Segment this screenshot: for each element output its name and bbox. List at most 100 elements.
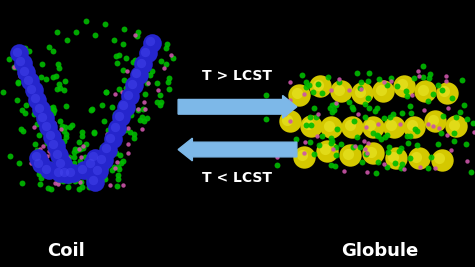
Point: [349, 145, 357, 149]
Point: [76, 166, 84, 171]
Point: [115, 53, 123, 58]
Point: [402, 89, 410, 93]
Point: [38, 61, 46, 66]
Point: [307, 123, 314, 127]
Point: [62, 135, 70, 139]
Point: [300, 154, 308, 159]
Point: [300, 151, 308, 155]
Point: [30, 125, 38, 129]
Point: [52, 133, 60, 138]
Point: [115, 87, 123, 92]
Point: [358, 160, 366, 164]
Point: [154, 88, 162, 92]
Point: [109, 137, 116, 141]
Point: [371, 109, 379, 113]
Point: [400, 167, 408, 171]
Text: T < LCST: T < LCST: [202, 171, 273, 184]
Point: [38, 102, 46, 106]
Point: [142, 71, 150, 76]
Point: [106, 130, 114, 134]
Point: [104, 128, 112, 132]
Point: [304, 122, 312, 126]
Point: [100, 172, 107, 177]
Point: [104, 147, 112, 152]
Point: [340, 169, 348, 173]
Point: [42, 124, 50, 128]
Point: [79, 144, 87, 148]
Point: [293, 137, 300, 141]
Point: [103, 132, 111, 136]
Point: [78, 167, 86, 171]
Point: [66, 170, 74, 174]
Point: [330, 108, 338, 112]
Point: [346, 123, 353, 128]
Point: [406, 134, 414, 138]
Point: [26, 76, 33, 80]
Point: [328, 125, 335, 129]
Point: [375, 76, 382, 81]
Point: [37, 107, 45, 111]
Point: [49, 142, 57, 147]
Point: [312, 114, 319, 119]
Point: [282, 107, 290, 111]
Point: [319, 91, 326, 95]
Point: [74, 148, 81, 152]
Point: [33, 97, 41, 102]
Point: [57, 161, 64, 165]
Point: [15, 51, 23, 56]
Point: [332, 145, 340, 149]
Point: [124, 93, 132, 97]
Point: [462, 141, 470, 146]
Point: [114, 61, 121, 65]
Point: [72, 170, 79, 174]
Point: [22, 46, 29, 50]
Point: [102, 146, 110, 150]
Point: [113, 160, 121, 164]
Point: [16, 74, 23, 78]
Point: [464, 159, 471, 163]
Point: [55, 178, 63, 182]
Point: [41, 116, 48, 120]
Point: [333, 127, 341, 131]
Point: [34, 87, 41, 91]
Point: [408, 93, 416, 97]
Point: [69, 176, 77, 180]
Point: [137, 61, 145, 65]
Point: [43, 106, 51, 111]
Point: [81, 173, 89, 177]
Point: [392, 156, 399, 160]
Point: [456, 110, 464, 114]
Point: [404, 134, 411, 138]
Point: [422, 89, 429, 93]
Point: [54, 62, 61, 66]
Point: [45, 123, 53, 127]
Point: [110, 38, 118, 42]
Point: [28, 87, 35, 91]
Point: [57, 171, 64, 175]
Point: [22, 103, 30, 108]
Point: [450, 139, 458, 143]
Point: [374, 121, 382, 126]
Point: [54, 170, 62, 174]
Point: [6, 154, 13, 158]
Point: [162, 46, 170, 50]
Point: [26, 79, 34, 83]
Point: [10, 64, 18, 69]
Point: [99, 145, 106, 149]
Point: [70, 174, 77, 178]
Point: [18, 108, 26, 112]
Point: [373, 106, 381, 110]
Point: [49, 105, 57, 109]
Point: [53, 166, 61, 171]
Point: [364, 96, 372, 100]
Point: [29, 93, 37, 97]
Point: [323, 148, 331, 153]
Point: [60, 88, 68, 92]
Point: [57, 127, 65, 131]
Point: [50, 108, 57, 112]
Point: [60, 139, 67, 143]
Point: [19, 129, 27, 134]
Point: [332, 100, 339, 105]
Point: [49, 75, 57, 80]
Point: [33, 121, 40, 126]
